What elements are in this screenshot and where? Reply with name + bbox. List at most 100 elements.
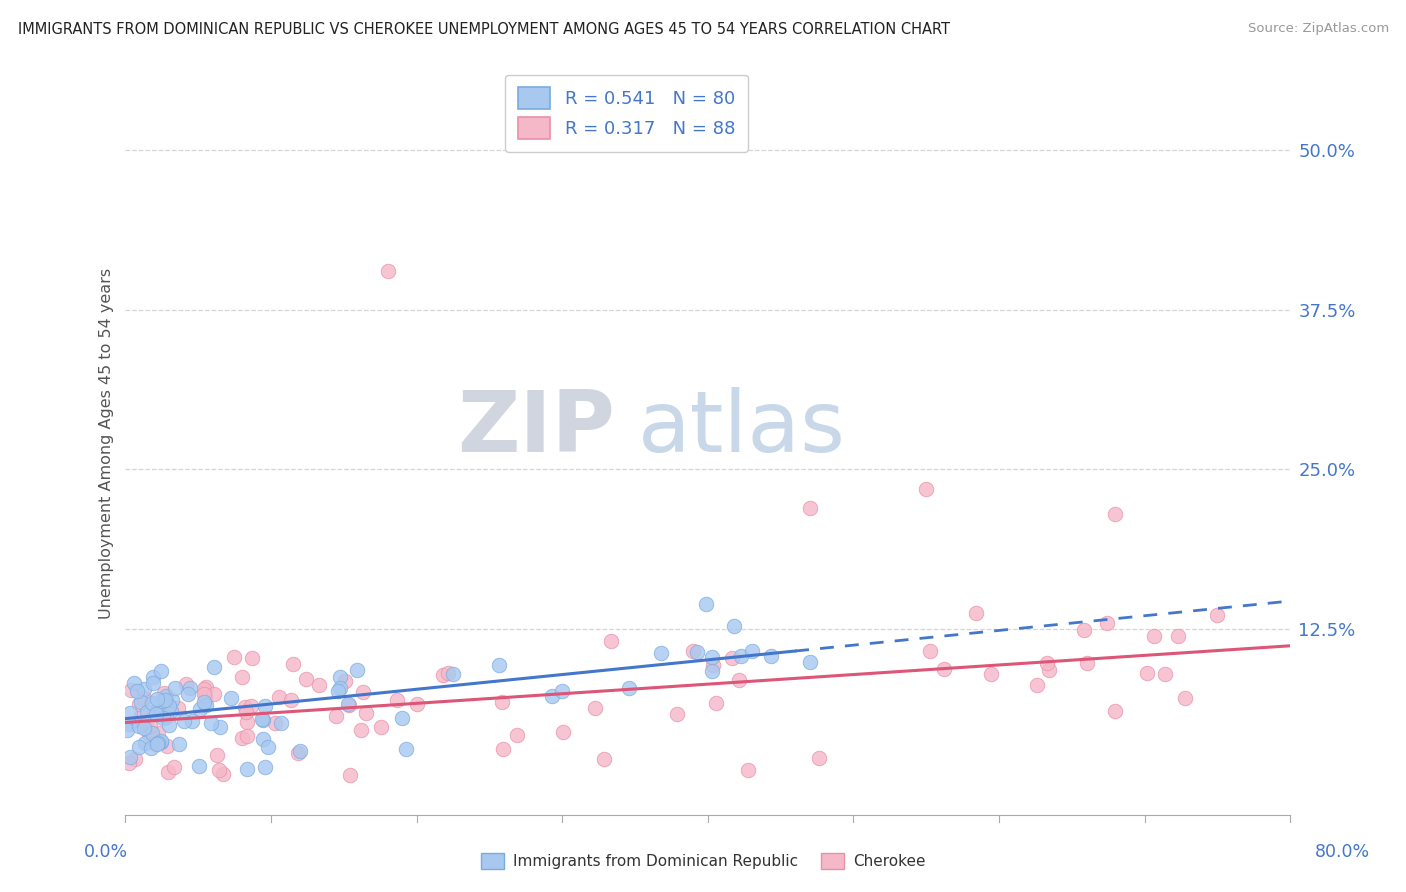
Point: [193, 695, 215, 709]
Point: [128, 740, 150, 755]
Point: [193, 687, 215, 701]
Point: [160, 692, 183, 706]
Point: [329, 670, 352, 684]
Point: [212, 767, 235, 781]
Point: [122, 675, 145, 690]
Point: [377, 264, 399, 278]
Point: [737, 763, 759, 777]
Point: [167, 701, 190, 715]
Point: [491, 695, 513, 709]
Point: [695, 597, 717, 611]
Point: [1026, 678, 1049, 692]
Point: [120, 706, 142, 721]
Point: [761, 648, 783, 663]
Point: [339, 768, 361, 782]
Point: [250, 712, 273, 726]
Point: [239, 698, 262, 713]
Point: [437, 665, 460, 680]
Point: [188, 759, 211, 773]
Point: [505, 727, 527, 741]
Point: [231, 731, 253, 745]
Point: [252, 713, 274, 727]
Point: [149, 664, 172, 678]
Point: [385, 693, 408, 707]
Y-axis label: Unemployment Among Ages 45 to 54 years: Unemployment Among Ages 45 to 54 years: [100, 268, 114, 619]
Point: [208, 763, 231, 777]
Point: [336, 697, 359, 711]
Point: [965, 606, 987, 620]
Point: [202, 660, 225, 674]
Point: [128, 719, 150, 733]
Point: [142, 676, 165, 690]
Point: [356, 706, 378, 720]
Point: [145, 707, 167, 722]
Point: [254, 759, 277, 773]
Point: [176, 677, 198, 691]
Point: [149, 735, 172, 749]
Point: [115, 723, 138, 738]
Point: [132, 681, 155, 696]
Point: [1073, 623, 1095, 637]
Point: [488, 658, 510, 673]
Point: [193, 690, 215, 704]
Point: [333, 673, 356, 688]
Point: [134, 736, 156, 750]
Point: [1076, 656, 1098, 670]
Point: [202, 688, 225, 702]
Point: [551, 684, 574, 698]
Point: [163, 681, 186, 695]
Point: [702, 657, 724, 672]
Point: [157, 718, 180, 732]
Point: [702, 649, 724, 664]
Point: [173, 714, 195, 728]
Point: [352, 685, 374, 699]
Point: [179, 681, 201, 696]
Point: [370, 720, 392, 734]
Point: [593, 752, 616, 766]
Point: [269, 690, 291, 704]
Point: [200, 715, 222, 730]
Text: 80.0%: 80.0%: [1315, 843, 1371, 861]
Text: IMMIGRANTS FROM DOMINICAN REPUBLIC VS CHEROKEE UNEMPLOYMENT AMONG AGES 45 TO 54 : IMMIGRANTS FROM DOMINICAN REPUBLIC VS CH…: [18, 22, 950, 37]
Point: [704, 696, 727, 710]
Point: [156, 739, 179, 754]
Point: [142, 670, 165, 684]
Point: [233, 700, 256, 714]
Point: [730, 648, 752, 663]
Point: [235, 705, 257, 719]
Point: [221, 690, 243, 705]
Point: [395, 742, 418, 756]
Point: [152, 710, 174, 724]
Point: [152, 686, 174, 700]
Point: [156, 764, 179, 779]
Point: [157, 699, 180, 714]
Point: [406, 697, 429, 711]
Point: [1153, 666, 1175, 681]
Point: [553, 724, 575, 739]
Point: [432, 668, 454, 682]
Point: [281, 657, 304, 671]
Point: [721, 651, 744, 665]
Text: 0.0%: 0.0%: [83, 843, 128, 861]
Point: [295, 673, 318, 687]
Point: [195, 680, 218, 694]
Point: [329, 681, 352, 695]
Point: [308, 678, 330, 692]
Point: [252, 732, 274, 747]
Point: [193, 681, 215, 696]
Point: [727, 673, 749, 687]
Point: [1104, 507, 1126, 521]
Point: [163, 759, 186, 773]
Point: [257, 739, 280, 754]
Point: [491, 742, 513, 756]
Point: [808, 751, 831, 765]
Point: [132, 691, 155, 706]
Text: ZIP: ZIP: [457, 387, 614, 470]
Point: [180, 714, 202, 728]
Point: [346, 663, 368, 677]
Point: [145, 737, 167, 751]
Point: [153, 693, 176, 707]
Text: atlas: atlas: [638, 387, 846, 470]
Point: [134, 716, 156, 731]
Point: [799, 655, 821, 669]
